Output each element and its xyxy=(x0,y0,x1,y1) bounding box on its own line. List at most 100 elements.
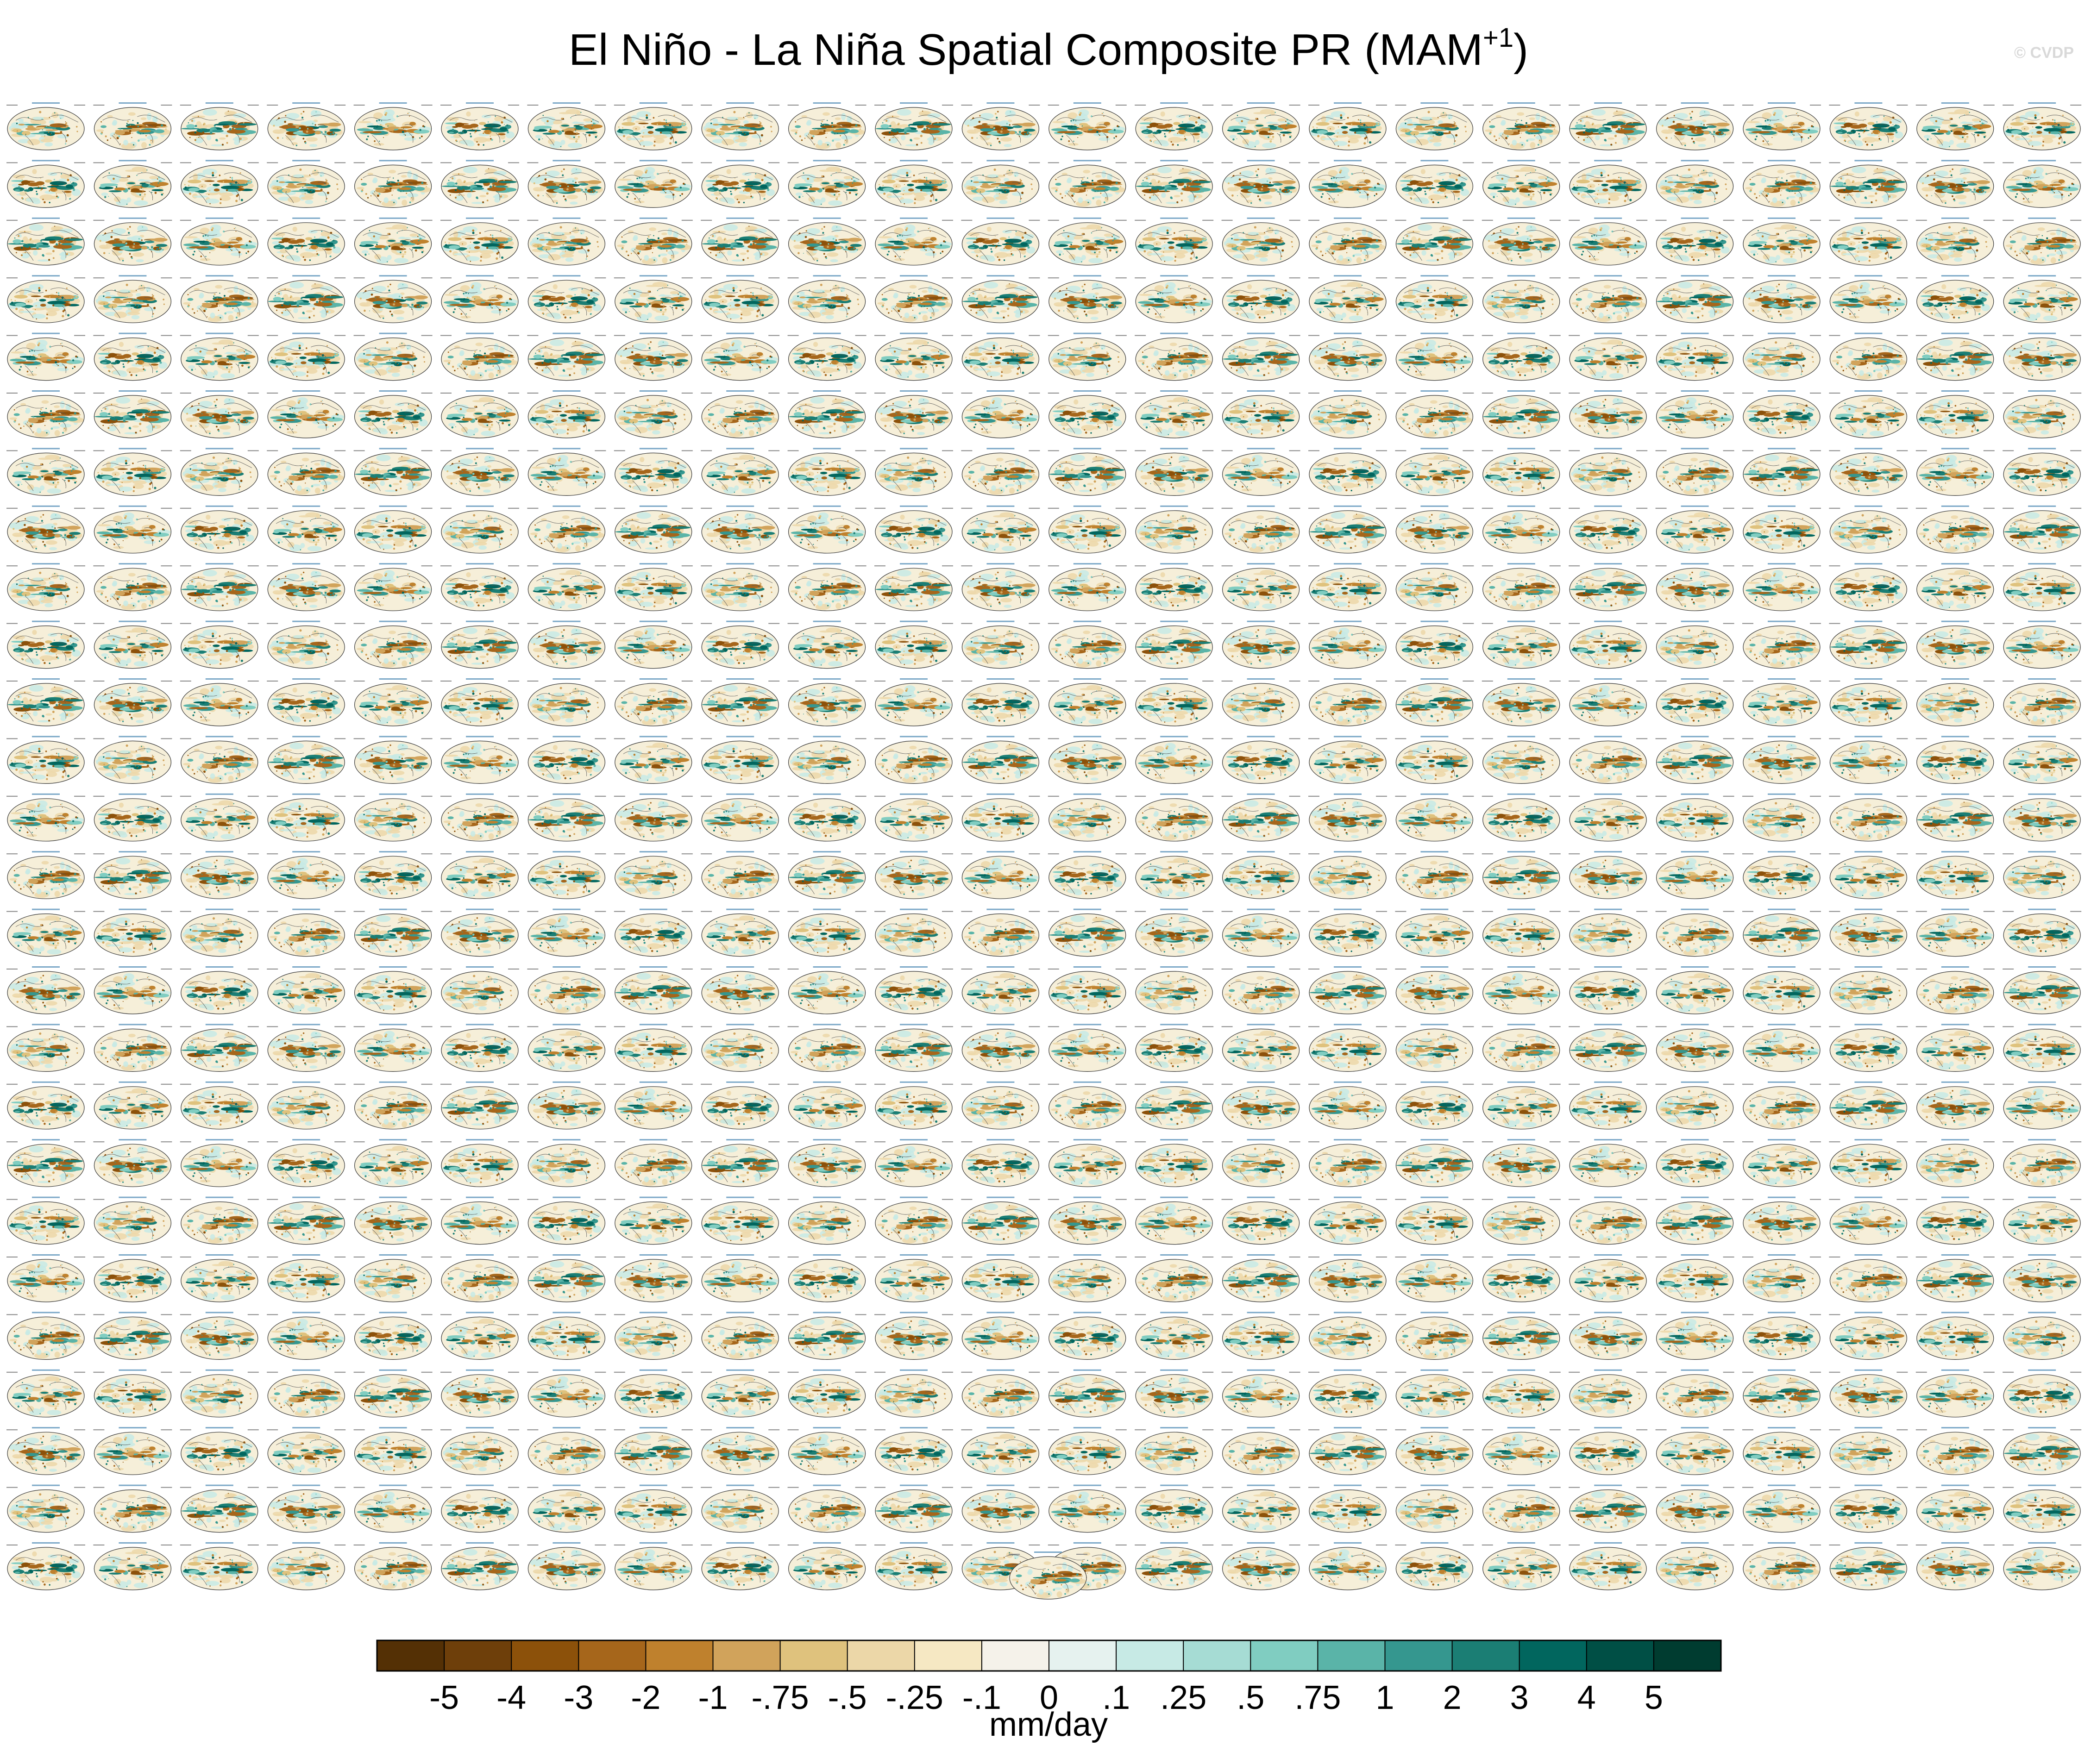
composite-map-panel xyxy=(1394,332,1474,381)
composite-map-panel xyxy=(787,217,867,266)
composite-map-panel xyxy=(440,505,520,554)
composite-map-panel xyxy=(1915,1138,1995,1187)
composite-map-panel xyxy=(6,102,86,150)
composite-map-panel xyxy=(440,1542,520,1590)
composite-map-panel xyxy=(700,1484,780,1533)
composite-map-panel xyxy=(2002,217,2082,266)
composite-map-panel xyxy=(527,102,607,150)
composite-map-panel xyxy=(2002,1369,2082,1418)
composite-map-panel xyxy=(1308,1196,1388,1245)
chart-title: El Niño - La Niña Spatial Composite PR (… xyxy=(568,23,1529,75)
composite-map-panel xyxy=(1655,908,1735,957)
composite-map-panel xyxy=(1742,505,1821,554)
composite-map-panel xyxy=(1221,1542,1301,1590)
composite-map-panel xyxy=(527,390,607,438)
composite-map-panel xyxy=(6,851,86,899)
composite-map-panel xyxy=(1655,966,1735,1014)
composite-map-panel xyxy=(2002,563,2082,611)
composite-map-panel xyxy=(787,851,867,899)
composite-map-panel xyxy=(6,1254,86,1302)
composite-map-panel xyxy=(93,159,172,208)
composite-map-panel xyxy=(93,735,172,784)
composite-map-panel xyxy=(1221,390,1301,438)
composite-map-panel xyxy=(1048,1023,1127,1072)
composite-map-panel xyxy=(1742,735,1821,784)
composite-map-panel xyxy=(1134,1542,1214,1590)
composite-map-panel xyxy=(1394,966,1474,1014)
composite-map-panel xyxy=(700,1426,780,1475)
composite-map-panel xyxy=(1134,793,1214,842)
composite-map-panel xyxy=(1828,793,1908,842)
composite-map-panel xyxy=(353,1138,433,1187)
composite-map-panel xyxy=(700,1138,780,1187)
composite-map-panel xyxy=(2002,390,2082,438)
colorbar-swatch xyxy=(578,1640,646,1671)
composite-map-panel xyxy=(1134,505,1214,554)
composite-map-panel xyxy=(1048,735,1127,784)
composite-map-panel xyxy=(353,1023,433,1072)
composite-map-panel xyxy=(180,678,259,726)
composite-map-panel xyxy=(614,1542,693,1590)
composite-map-panel xyxy=(1915,678,1995,726)
composite-map-panel xyxy=(1482,620,1561,669)
composite-map-panel xyxy=(787,1254,867,1302)
composite-map-panel xyxy=(440,1196,520,1245)
composite-map-panel xyxy=(2002,908,2082,957)
composite-map-panel xyxy=(1482,793,1561,842)
composite-map-panel xyxy=(1828,1196,1908,1245)
composite-map-panel xyxy=(1134,1311,1214,1360)
composite-map-panel xyxy=(1742,793,1821,842)
composite-map-panel xyxy=(874,1138,954,1187)
composite-map-panel xyxy=(353,1311,433,1360)
composite-map-panel xyxy=(1048,966,1127,1014)
composite-map-panel xyxy=(1482,332,1561,381)
colorbar-swatch xyxy=(377,1640,445,1671)
composite-map-panel xyxy=(93,1138,172,1187)
composite-map-panel xyxy=(1221,217,1301,266)
composite-map-panel xyxy=(1915,851,1995,899)
composite-map-panel xyxy=(1742,1542,1821,1590)
composite-map-panel xyxy=(700,447,780,496)
composite-map-panel xyxy=(180,1484,259,1533)
composite-map-panel xyxy=(527,1254,607,1302)
composite-map-panel xyxy=(1568,1369,1648,1418)
composite-map-panel xyxy=(353,102,433,150)
composite-map-panel xyxy=(1655,1196,1735,1245)
composite-map-panel xyxy=(614,505,693,554)
composite-map-panel xyxy=(1308,390,1388,438)
composite-map-panel xyxy=(266,735,346,784)
composite-map-panel xyxy=(440,793,520,842)
composite-map-panel xyxy=(614,1484,693,1533)
composite-map-panel xyxy=(1394,159,1474,208)
composite-map-panel xyxy=(6,1023,86,1072)
composite-map-panel xyxy=(614,217,693,266)
composite-map-panel xyxy=(874,1254,954,1302)
composite-map-panel xyxy=(1828,505,1908,554)
composite-map-panel xyxy=(614,1369,693,1418)
composite-map-panel xyxy=(1394,1484,1474,1533)
composite-map-panel xyxy=(874,966,954,1014)
composite-map-panel xyxy=(1394,1081,1474,1130)
composite-map-panel xyxy=(1048,908,1127,957)
composite-map-panel xyxy=(874,275,954,323)
composite-map-panel xyxy=(180,159,259,208)
composite-map-panel xyxy=(1742,1426,1821,1475)
composite-map-panel xyxy=(1221,793,1301,842)
composite-map-panel xyxy=(1048,1254,1127,1302)
composite-map-panel xyxy=(353,390,433,438)
composite-map-panel xyxy=(1134,1484,1214,1533)
composite-map-panel xyxy=(1568,159,1648,208)
composite-map-panel xyxy=(527,159,607,208)
composite-map-panel xyxy=(1915,275,1995,323)
composite-map-panel xyxy=(93,1426,172,1475)
composite-map-panel xyxy=(93,851,172,899)
composite-map-panel xyxy=(353,1254,433,1302)
colorbar-swatch xyxy=(847,1640,915,1671)
composite-map-panel xyxy=(440,1138,520,1187)
composite-map-panel xyxy=(1568,447,1648,496)
composite-map-panel xyxy=(1655,793,1735,842)
composite-map-panel xyxy=(266,1542,346,1590)
composite-map-panel xyxy=(1828,966,1908,1014)
composite-map-panel xyxy=(1308,966,1388,1014)
composite-map-panel xyxy=(787,1138,867,1187)
